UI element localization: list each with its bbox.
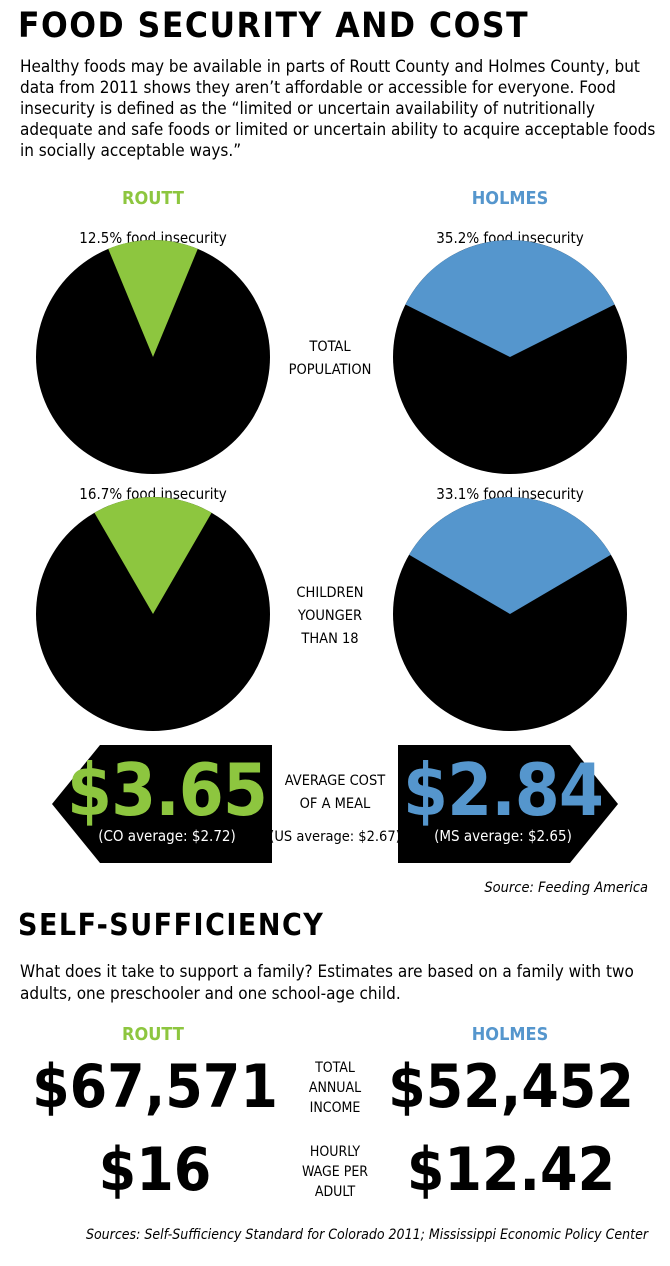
holmes-total-pie-label: 35.2% food insecurity — [436, 229, 584, 247]
total-population-line-1: TOTAL — [309, 339, 351, 355]
holmes-ms-average: (MS average: $2.65) — [434, 827, 572, 845]
wage-label-line-3: ADULT — [314, 1184, 356, 1200]
children-line-3: THAN 18 — [301, 631, 359, 647]
wage-label-line-2: WAGE PER — [301, 1164, 369, 1180]
total-population-line-2: POPULATION — [288, 362, 372, 378]
children-line-2: YOUNGER — [297, 608, 363, 624]
average-cost-label: AVERAGE COST OF A MEAL — [262, 770, 408, 816]
routt-annual-income: $67,571 — [32, 1052, 278, 1122]
income-label-line-1: TOTAL — [315, 1060, 355, 1076]
us-average: (US average: $2.67) — [269, 829, 401, 845]
routt-header-2: ROUTT — [122, 1024, 184, 1045]
intro-paragraph: Healthy foods may be available in parts … — [20, 57, 656, 161]
holmes-header-2: HOLMES — [471, 1024, 549, 1045]
income-label-line-3: INCOME — [309, 1100, 361, 1116]
children-line-1: CHILDREN — [296, 585, 364, 601]
source-self-sufficiency: Sources: Self-Sufficiency Standard for C… — [85, 1227, 648, 1243]
holmes-header: HOLMES — [471, 188, 549, 209]
average-cost-line-1: AVERAGE COST — [284, 773, 386, 789]
routt-header: ROUTT — [122, 188, 184, 209]
page-title: FOOD SECURITY AND COST — [18, 6, 530, 46]
holmes-meal-cost-box — [398, 745, 618, 863]
self-sufficiency-title: SELF-SUFFICIENCY — [18, 908, 325, 943]
holmes-annual-income: $52,452 — [388, 1052, 634, 1122]
total-population-label: TOTAL POPULATION — [260, 336, 400, 382]
pie-slice-food-insecure — [108, 240, 198, 357]
wage-label-line-1: HOURLY — [309, 1144, 361, 1160]
routt-total-pie-label: 12.5% food insecurity — [79, 229, 227, 247]
pie-slice-food-insecure — [409, 497, 611, 614]
routt-children-pie-label: 16.7% food insecurity — [79, 485, 227, 503]
pie-slice-food-insecure — [94, 497, 212, 614]
total-annual-income-label: TOTAL ANNUAL INCOME — [275, 1058, 395, 1118]
routt-co-average: (CO average: $2.72) — [98, 827, 236, 845]
holmes-meal-cost: $2.84 — [403, 748, 604, 832]
source-feeding-america: Source: Feeding America — [484, 880, 648, 896]
routt-meal-cost: $3.65 — [67, 748, 268, 832]
income-label-line-2: ANNUAL — [308, 1080, 362, 1096]
routt-hourly-wage: $16 — [98, 1135, 212, 1205]
holmes-hourly-wage: $12.42 — [406, 1135, 616, 1205]
self-sufficiency-intro: What does it take to support a family? E… — [20, 962, 634, 1004]
children-label: CHILDREN YOUNGER THAN 18 — [260, 582, 400, 651]
holmes-children-pie-label: 33.1% food insecurity — [436, 485, 584, 503]
average-cost-line-2: OF A MEAL — [299, 796, 371, 812]
pie-slice-food-insecure — [405, 239, 615, 357]
hourly-wage-label: HOURLY WAGE PER ADULT — [275, 1142, 395, 1202]
routt-meal-cost-box — [52, 745, 272, 863]
